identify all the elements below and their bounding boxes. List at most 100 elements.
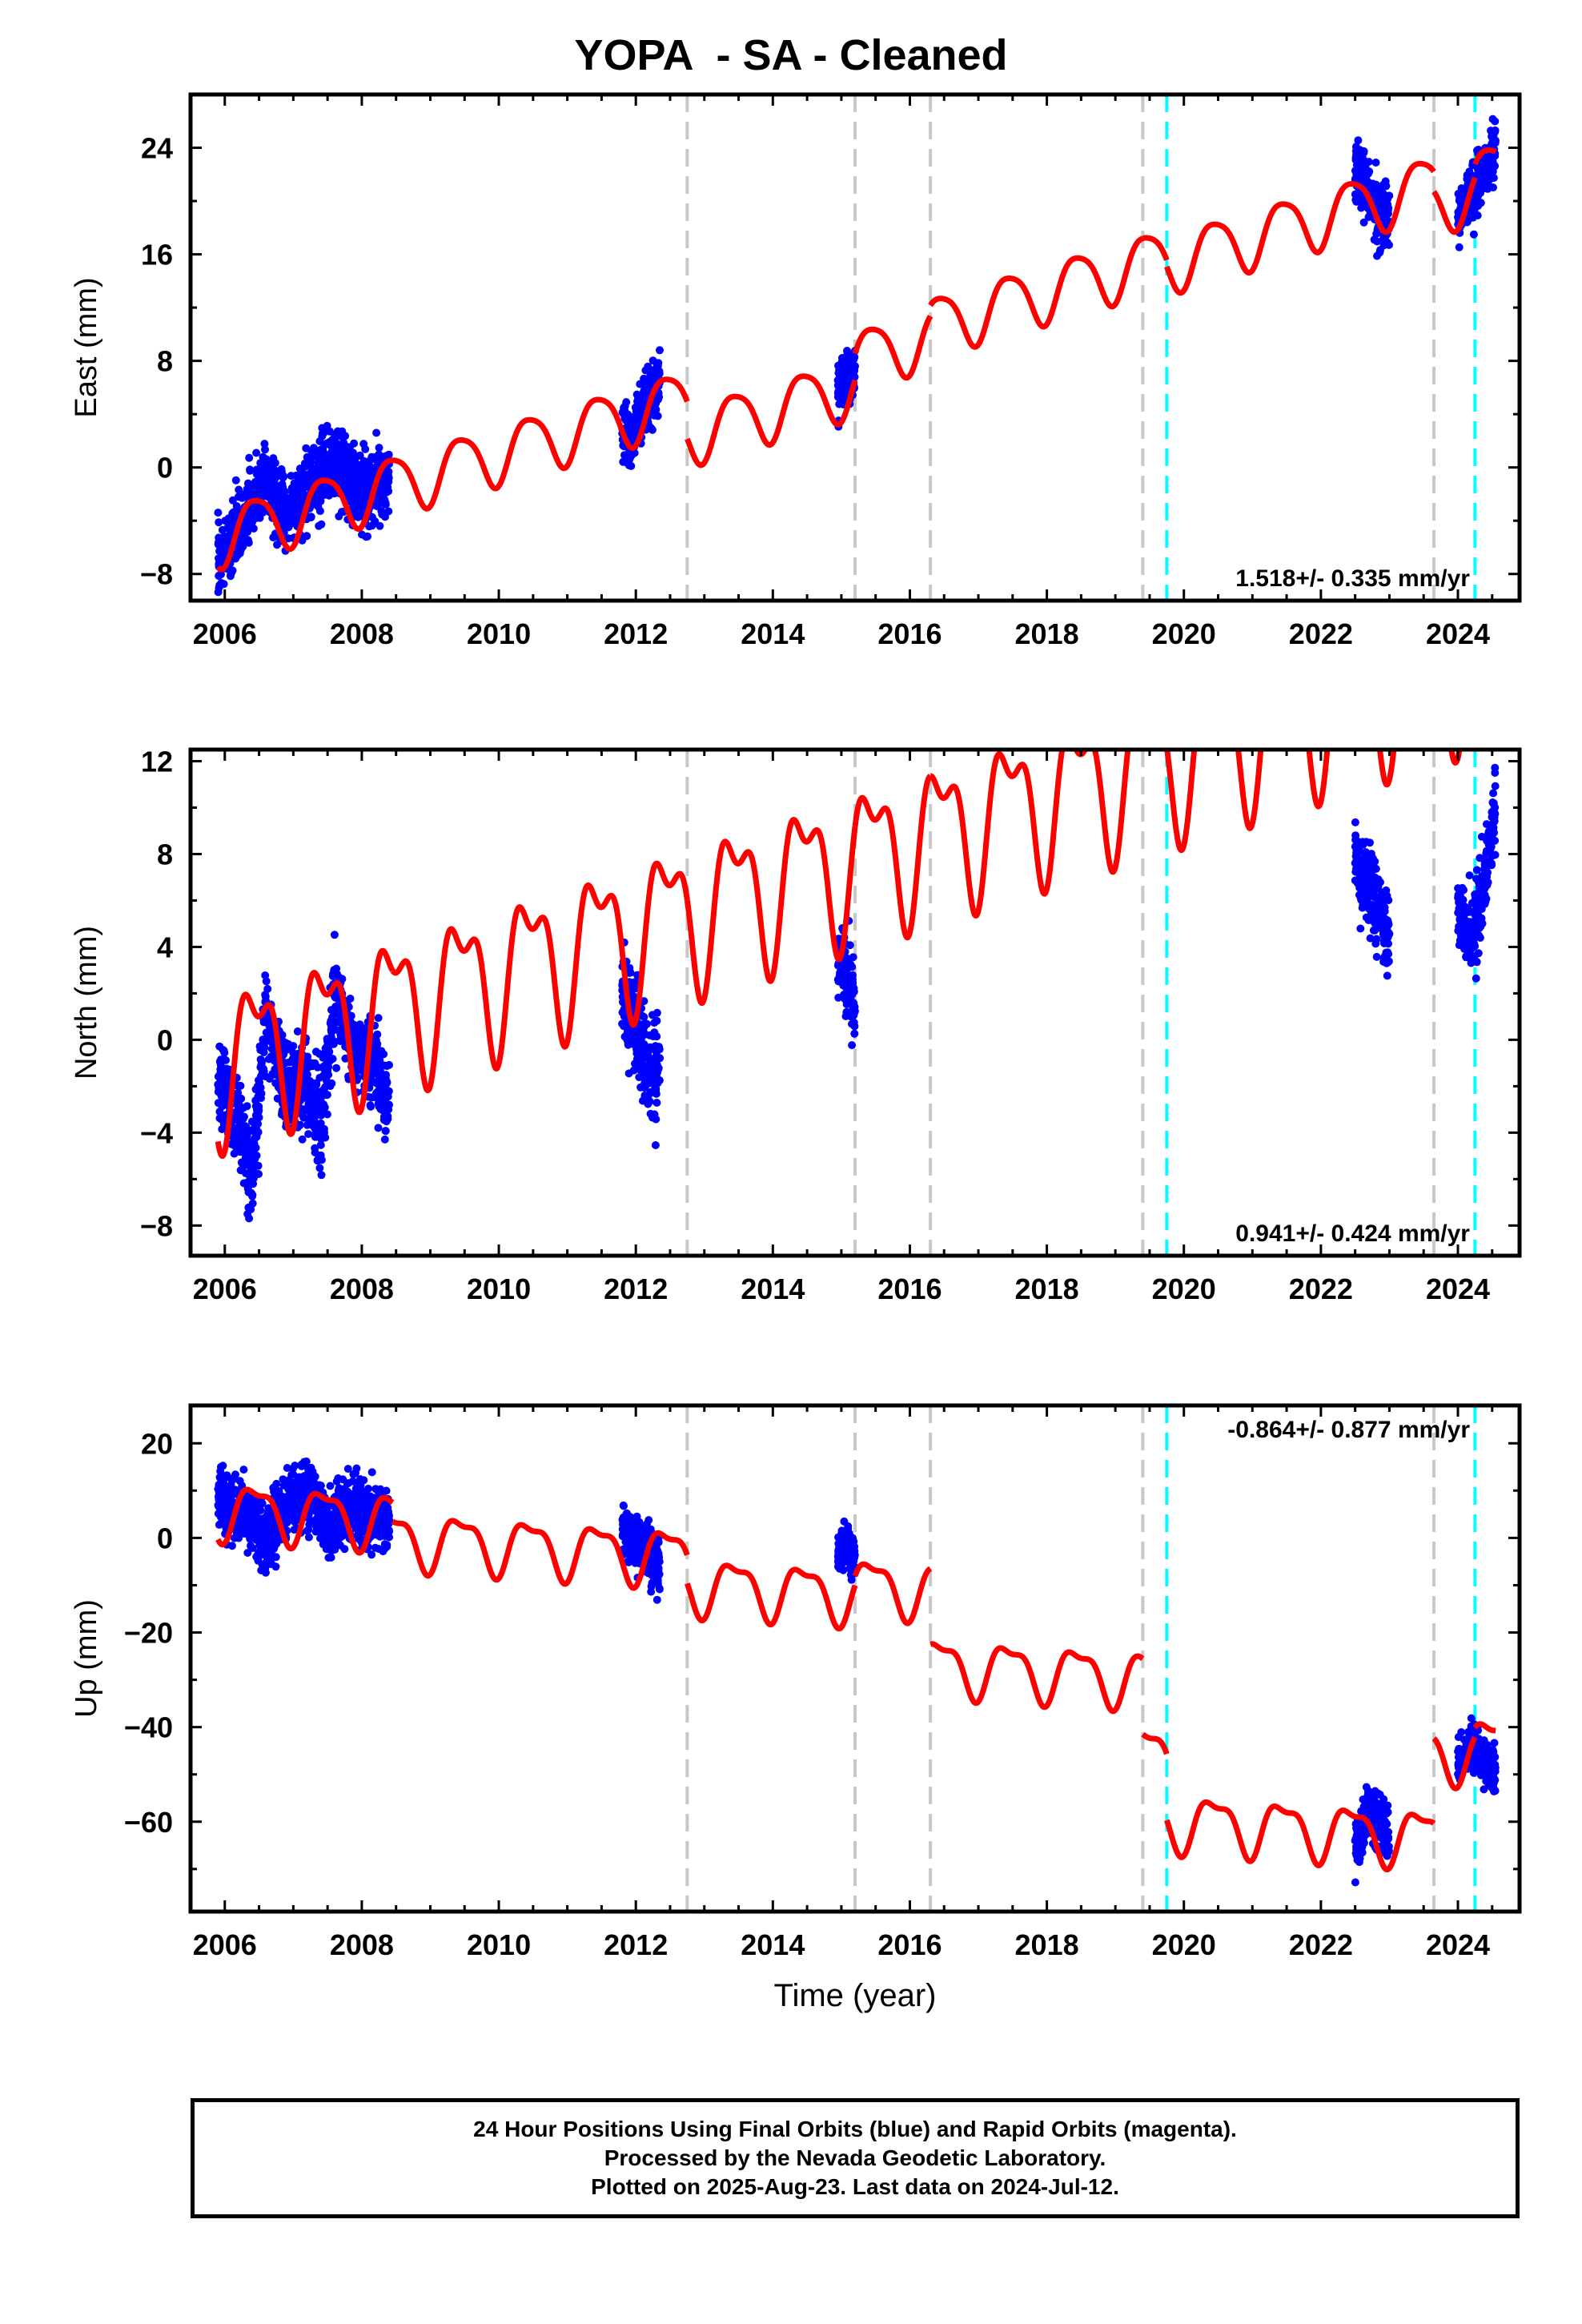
data-point: [379, 491, 387, 500]
data-point: [1354, 855, 1363, 864]
data-point: [849, 953, 857, 962]
data-point: [326, 1482, 335, 1490]
data-point: [317, 455, 326, 463]
data-point: [1488, 861, 1496, 870]
data-point: [1374, 910, 1383, 919]
data-point: [218, 1101, 227, 1110]
data-point: [273, 472, 282, 480]
data-point: [315, 507, 324, 516]
data-point: [1475, 931, 1484, 939]
data-point: [645, 1089, 654, 1098]
data-point: [1476, 199, 1485, 207]
data-point: [1352, 170, 1361, 179]
data-point: [1383, 206, 1392, 215]
data-point: [632, 390, 641, 399]
data-point: [303, 532, 311, 541]
velocity-label: 0.941+/- 0.424 mm/yr: [1235, 1220, 1470, 1247]
data-point: [330, 1037, 339, 1046]
data-point: [1351, 818, 1359, 826]
data-point: [647, 424, 656, 432]
x-tick-label: 2022: [1289, 1273, 1353, 1305]
data-point: [228, 566, 237, 575]
data-point: [619, 457, 628, 466]
data-point: [303, 1526, 311, 1535]
data-point: [316, 1140, 325, 1149]
data-point: [1379, 926, 1387, 935]
data-point: [309, 1117, 318, 1126]
data-point: [245, 1214, 254, 1223]
data-point: [646, 1076, 654, 1084]
y-tick-label: 0: [157, 1023, 173, 1056]
data-point: [351, 469, 359, 478]
data-point: [311, 1059, 319, 1068]
x-tick-label: 2022: [1289, 617, 1353, 650]
data-point: [1372, 229, 1381, 238]
data-point: [327, 485, 335, 493]
data-point: [319, 1086, 327, 1095]
data-point: [215, 518, 223, 527]
data-point: [1364, 880, 1373, 889]
data-point: [1362, 898, 1371, 907]
data-point: [1355, 146, 1364, 155]
data-point: [285, 1058, 294, 1067]
page-title: YOPA - SA - Cleaned: [574, 31, 1008, 79]
data-point: [325, 1047, 334, 1056]
data-point: [1465, 871, 1474, 880]
data-point: [370, 1078, 379, 1086]
data-point: [1491, 782, 1500, 790]
model-segment: [1140, 235, 1170, 261]
data-point: [639, 1022, 648, 1031]
data-point: [650, 1019, 659, 1027]
data-point: [287, 1077, 296, 1086]
data-point: [237, 1158, 246, 1167]
data-point: [643, 1069, 652, 1078]
velocity-label: 1.518+/- 0.335 mm/yr: [1235, 565, 1470, 592]
data-point: [1379, 241, 1388, 250]
data-point: [1469, 230, 1478, 239]
data-point: [242, 1169, 251, 1178]
y-tick-label: 12: [141, 745, 173, 778]
model-segment: [852, 314, 934, 381]
data-point: [314, 1109, 323, 1118]
data-point: [379, 1116, 388, 1124]
data-point: [624, 1027, 632, 1035]
data-point: [326, 1019, 335, 1027]
data-point: [315, 437, 324, 445]
data-point: [1379, 957, 1388, 966]
data-point: [223, 517, 231, 525]
data-point: [1473, 165, 1482, 174]
data-point: [264, 1014, 273, 1023]
data-point: [845, 971, 853, 980]
data-point: [653, 1068, 662, 1076]
data-point: [1489, 789, 1498, 798]
data-point: [370, 1039, 379, 1047]
data-point: [269, 465, 278, 474]
data-point: [331, 1003, 340, 1011]
data-point: [372, 428, 381, 437]
data-point: [278, 485, 287, 494]
data-point: [1375, 248, 1384, 257]
data-point: [346, 456, 355, 464]
data-point: [384, 507, 393, 516]
data-point: [640, 1053, 649, 1062]
data-point: [652, 1099, 661, 1107]
data-point: [326, 460, 335, 468]
x-tick-label: 2020: [1152, 1273, 1216, 1305]
data-point: [327, 1079, 336, 1088]
data-point: [1379, 180, 1387, 189]
data-point: [837, 392, 845, 401]
model-segment: [1472, 147, 1498, 166]
data-point: [381, 1105, 390, 1114]
data-point: [1353, 879, 1362, 887]
data-point: [235, 1113, 243, 1122]
data-point: [298, 1135, 307, 1144]
data-point: [318, 463, 327, 471]
data-point: [270, 1487, 279, 1496]
data-point: [648, 356, 657, 365]
data-point: [1485, 846, 1493, 854]
y-tick-label: 24: [141, 132, 173, 165]
data-point: [1469, 927, 1478, 935]
data-point: [1472, 974, 1480, 983]
data-point: [257, 1055, 266, 1064]
